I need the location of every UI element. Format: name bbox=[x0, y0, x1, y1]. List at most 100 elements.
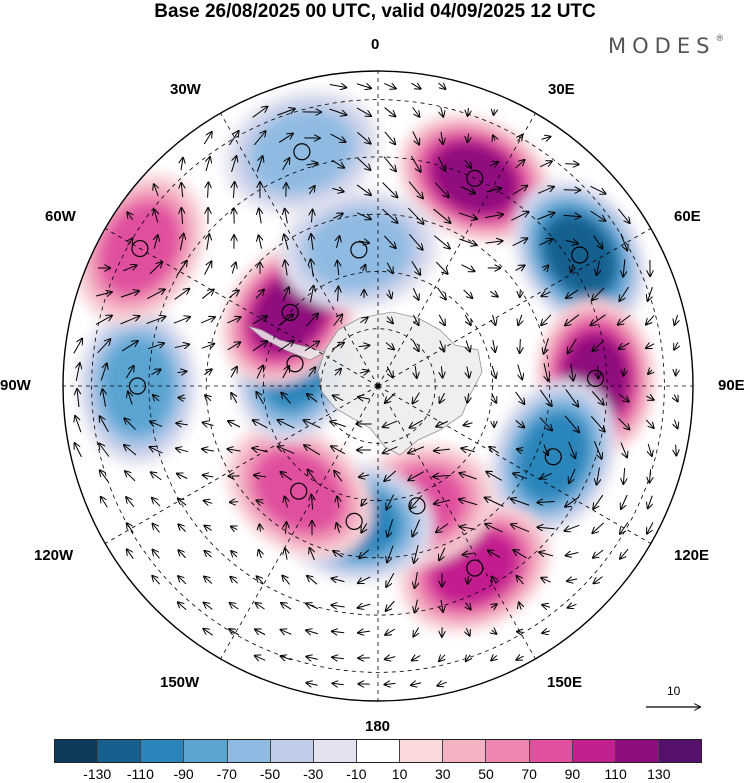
lon-label-60e: 60E bbox=[674, 208, 701, 225]
wind-vector-232 bbox=[439, 392, 444, 403]
wind-vector-261 bbox=[564, 415, 579, 433]
wind-vector-116 bbox=[435, 261, 447, 274]
wind-vector-157 bbox=[360, 317, 367, 322]
colorbar-swatch-8 bbox=[400, 740, 444, 762]
wind-vector-250 bbox=[278, 420, 295, 429]
wind-vector-172 bbox=[121, 341, 138, 352]
colorbar-tick-label: -10 bbox=[346, 766, 367, 782]
wind-vector-175 bbox=[201, 344, 215, 349]
colorbar-tick-label: 110 bbox=[604, 766, 627, 782]
wind-vector-389 bbox=[517, 576, 524, 585]
wind-vector-178 bbox=[278, 341, 293, 352]
wind-vector-70 bbox=[311, 210, 312, 223]
wind-vector-77 bbox=[484, 214, 503, 217]
wind-vector-133 bbox=[310, 286, 313, 303]
wind-vector-166 bbox=[590, 314, 606, 326]
wind-vector-252 bbox=[330, 421, 346, 428]
wind-vector-207 bbox=[415, 365, 416, 378]
wind-vector-426 bbox=[332, 657, 344, 658]
wind-vector-431 bbox=[466, 655, 471, 661]
wind-vector-34 bbox=[306, 163, 318, 165]
wind-vector-332 bbox=[621, 494, 628, 509]
colorbar-tick-label: 70 bbox=[521, 766, 537, 782]
wind-vector-353 bbox=[620, 521, 629, 534]
wind-vector-130 bbox=[228, 290, 239, 298]
wind-vector-281 bbox=[461, 448, 475, 452]
wind-vector-164 bbox=[541, 314, 552, 325]
wind-vector-282 bbox=[489, 447, 499, 454]
wind-vector-28 bbox=[541, 137, 551, 140]
wind-vector-122 bbox=[597, 260, 600, 275]
wind-vector-162 bbox=[493, 314, 496, 325]
wind-vector-58 bbox=[486, 188, 502, 192]
wind-vector-284 bbox=[544, 444, 548, 456]
lon-label-150e: 150E bbox=[547, 674, 583, 691]
wind-vector-243 bbox=[100, 416, 109, 432]
wind-vector-199 bbox=[204, 369, 211, 374]
wind-vector-104 bbox=[123, 265, 136, 272]
wind-vector-13 bbox=[468, 108, 469, 116]
wind-vector-213 bbox=[571, 363, 574, 380]
colorbar-swatch-0 bbox=[55, 740, 99, 762]
wind-vector-138 bbox=[437, 288, 446, 300]
wind-vector-425 bbox=[306, 657, 318, 660]
anomaly-center-circulation-12 bbox=[350, 241, 368, 259]
anomaly-level-12-2 bbox=[306, 210, 412, 290]
colorbar-tick-label: -50 bbox=[259, 766, 281, 782]
colorbar-swatch-11 bbox=[529, 740, 573, 762]
wind-vector-345 bbox=[412, 519, 421, 537]
colorbar-swatch-2 bbox=[141, 740, 185, 762]
wind-vector-0 bbox=[329, 85, 346, 88]
anomaly-center-circulation-11 bbox=[131, 240, 149, 258]
wind-vector-403 bbox=[441, 600, 443, 612]
wind-vector-311 bbox=[649, 469, 650, 482]
wind-vector-94 bbox=[408, 233, 422, 249]
wind-vector-291 bbox=[125, 471, 136, 482]
colorbar-swatch-14 bbox=[658, 740, 702, 762]
colorbar-tick-label: -110 bbox=[126, 766, 154, 782]
wind-vector-387 bbox=[467, 576, 468, 584]
wind-vector-169 bbox=[674, 314, 677, 325]
wind-vector-321 bbox=[337, 496, 339, 508]
wind-vector-317 bbox=[230, 502, 239, 503]
wind-vector-76 bbox=[458, 212, 477, 219]
wind-vector-160 bbox=[438, 314, 445, 326]
wind-vector-145 bbox=[619, 286, 630, 301]
lon-label-120w: 120W bbox=[34, 547, 74, 564]
wind-vector-439 bbox=[437, 682, 447, 686]
wind-vector-324 bbox=[410, 495, 423, 508]
wind-vector-364 bbox=[359, 549, 370, 558]
wind-vector-29 bbox=[181, 158, 183, 171]
wind-vector-415 bbox=[358, 631, 371, 633]
wind-vector-420 bbox=[492, 630, 497, 634]
wind-vector-134 bbox=[338, 287, 339, 302]
wind-vector-102 bbox=[620, 233, 627, 251]
wind-vector-149 bbox=[146, 316, 166, 325]
wind-vector-385 bbox=[415, 571, 418, 588]
wind-vector-326 bbox=[459, 499, 478, 506]
wind-vector-402 bbox=[415, 599, 418, 613]
wind-vector-2 bbox=[384, 83, 396, 88]
wind-vector-338 bbox=[231, 526, 237, 529]
wind-vector-8 bbox=[329, 108, 347, 115]
wind-vector-378 bbox=[230, 577, 239, 584]
wind-vector-54 bbox=[382, 182, 398, 198]
wind-vector-406 bbox=[519, 602, 521, 610]
lon-label-60w: 60W bbox=[45, 208, 76, 225]
anomaly-center-circulation-6 bbox=[345, 512, 363, 530]
wind-vector-174 bbox=[174, 344, 189, 347]
wind-vector-305 bbox=[486, 472, 502, 481]
wind-vector-186 bbox=[493, 339, 495, 352]
wind-vector-367 bbox=[439, 547, 446, 561]
wind-vector-100 bbox=[565, 240, 578, 243]
wind-vector-432 bbox=[491, 656, 497, 661]
wind-vector-396 bbox=[255, 603, 265, 610]
wind-vector-96 bbox=[459, 238, 476, 245]
wind-vector-302 bbox=[408, 471, 424, 481]
colorbar-swatch-4 bbox=[227, 740, 271, 762]
wind-vector-205 bbox=[359, 371, 368, 373]
anomaly-center-circulation-5 bbox=[408, 497, 426, 515]
wind-vector-316 bbox=[204, 501, 213, 504]
colorbar-swatch-9 bbox=[443, 740, 487, 762]
wind-vector-185 bbox=[466, 340, 470, 351]
